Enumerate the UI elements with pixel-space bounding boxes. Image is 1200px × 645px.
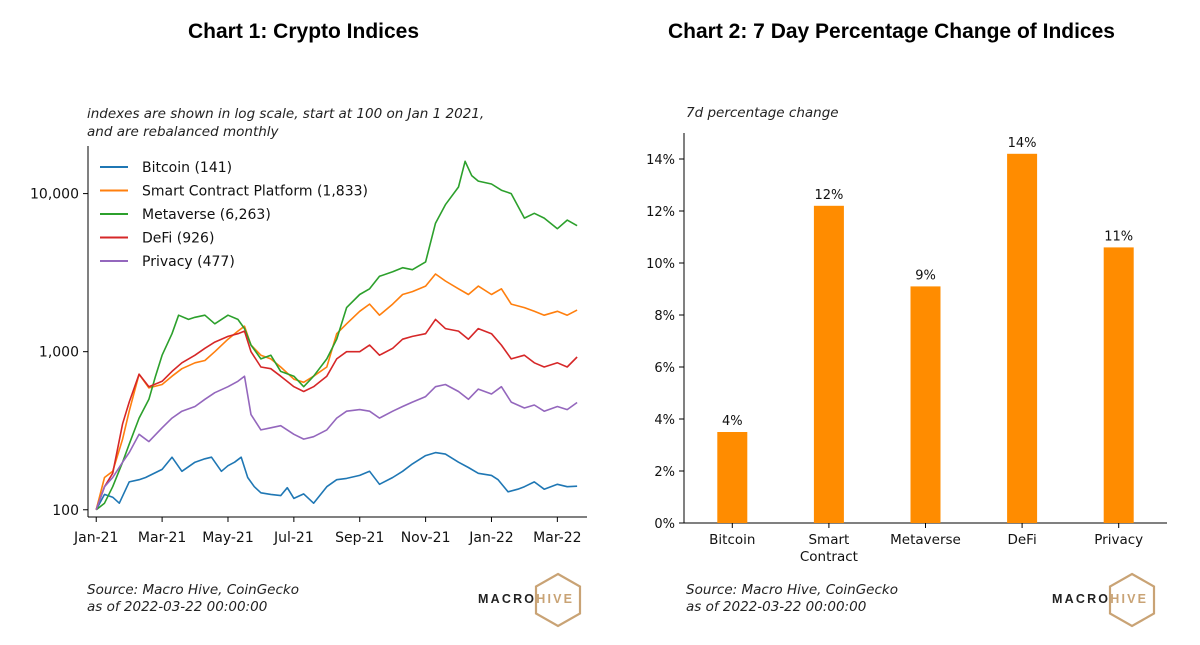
chart1-y-tick-label: 100 [52,503,79,519]
chart2-bar [813,205,844,524]
chart1-x-tick-label: Mar-21 [138,530,186,546]
chart1-series-line-bitcoin [95,451,578,511]
chart2-title: Chart 2: 7 Day Percentage Change of Indi… [668,20,1115,43]
chart1-series-line-defi [95,318,578,511]
chart1-x-tick-label: Sep-21 [335,530,384,546]
chart1-series-line-metaverse [95,160,578,511]
chart1-subtitle-line2: and are rebalanced monthly [87,124,279,140]
chart1-x-tick-label: Jul-21 [273,530,314,546]
chart2-data-label: 9% [915,268,936,283]
chart2-data-label: 4% [722,414,743,429]
chart1-source-line2: as of 2022-03-22 00:00:00 [87,599,268,615]
chart2-bar [910,286,941,523]
chart1-legend-entry: Smart Contract Platform (1,833) [142,184,368,200]
chart1-y-tick-label: 10,000 [30,187,79,203]
chart2-y-tick-label: 2% [654,465,675,480]
chart2-y-tick-label: 6% [654,361,675,376]
chart2-y-tick-label: 14% [646,153,675,168]
chart2-y-tick-label: 0% [654,517,675,532]
chart1-y-tick-label: 1,000 [39,345,79,361]
chart1-x-tick-label: Jan-21 [73,530,118,546]
chart1-legend-entry: Bitcoin (141) [142,160,232,176]
chart2-y-tick-label: 4% [654,413,675,428]
brand-word-hive: HIVE [536,592,575,606]
chart2-source-line1: Source: Macro Hive, CoinGecko [686,582,898,598]
brand-word-hive: HIVE [1110,592,1149,606]
hexagon-logo-icon [534,572,582,628]
chart1-series-line-privacy [95,375,578,511]
chart1-legend-entry: DeFi (926) [142,231,214,247]
chart2-source-line2: as of 2022-03-22 00:00:00 [686,599,867,615]
chart2-x-tick-label: Privacy [1094,532,1143,548]
chart2-y-tick-label: 12% [646,205,675,220]
chart2-x-tick-label: Bitcoin [709,532,755,548]
chart2-x-tick-label: Smart Contract [800,532,858,565]
chart1-x-tick-label: Jan-22 [468,530,513,546]
macrohive-logo: MACROHIVE [478,572,602,628]
chart1-x-tick-label: Nov-21 [401,530,451,546]
chart1-legend-entry: Metaverse (6,263) [142,207,271,223]
chart2-ylabel: 7d percentage change [686,105,839,121]
macrohive-logo: MACROHIVE [1052,572,1176,628]
chart1-title: Chart 1: Crypto Indices [188,20,420,43]
brand-word-macro: MACRO [478,592,537,606]
chart2-bar [1103,247,1134,523]
chart1-series-line-smart_contract [95,273,578,510]
chart1-subtitle: indexes are shown in log scale, start at… [87,105,484,141]
chart2-y-tick-label: 10% [646,257,675,272]
chart2-data-label: 14% [1008,136,1037,151]
chart1-subtitle-line1: indexes are shown in log scale, start at… [87,106,485,122]
chart1-x-tick-label: Mar-22 [533,530,581,546]
chart2-y-tick-label: 8% [654,309,675,324]
chart1-x-tick-label: May-21 [202,530,254,546]
chart2-source: Source: Macro Hive, CoinGecko as of 2022… [686,582,898,616]
chart1-source-line1: Source: Macro Hive, CoinGecko [87,582,299,598]
chart2-data-label: 12% [814,188,843,203]
chart2-bar [717,432,748,523]
chart2-x-tick-label: Metaverse [890,532,961,548]
chart2-data-label: 11% [1104,229,1133,244]
chart1-source: Source: Macro Hive, CoinGecko as of 2022… [87,582,299,616]
brand-word-macro: MACRO [1052,592,1111,606]
chart1-legend-entry: Privacy (477) [142,254,235,270]
hexagon-logo-icon [1108,572,1156,628]
chart2-x-tick-label: DeFi [1007,532,1036,548]
chart2-bar [1007,153,1038,524]
